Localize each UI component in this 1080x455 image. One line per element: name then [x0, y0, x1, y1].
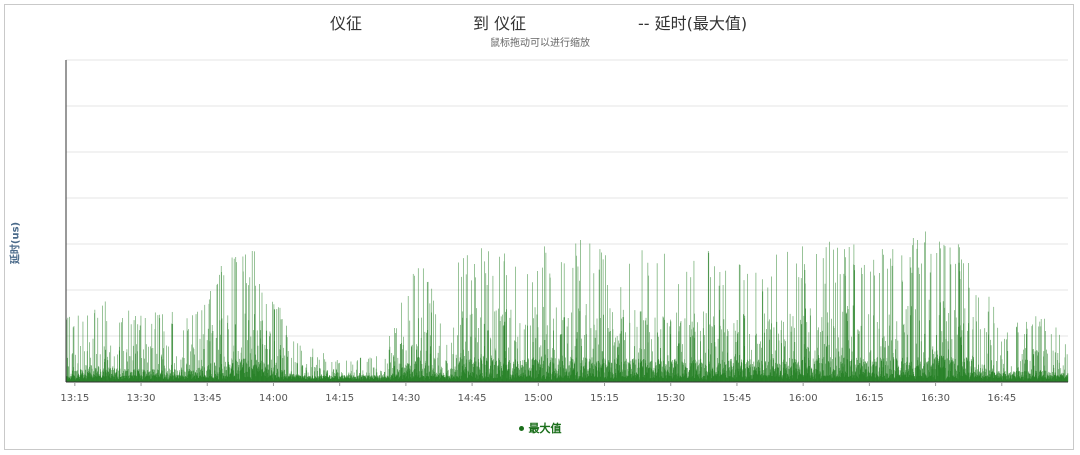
x-tick-label: 15:45: [723, 393, 752, 404]
x-tick-label: 15:15: [590, 393, 619, 404]
x-tick-label: 16:00: [789, 393, 818, 404]
legend[interactable]: 最大值: [0, 420, 1080, 436]
legend-marker-icon: [519, 426, 524, 431]
x-tick-label: 13:30: [127, 393, 156, 404]
x-tick-label: 13:15: [60, 393, 89, 404]
x-tick-label: 15:00: [524, 393, 553, 404]
series-bars: [66, 231, 1068, 382]
x-tick-label: 13:45: [193, 393, 222, 404]
x-tick-label: 14:30: [391, 393, 420, 404]
x-tick-label: 16:15: [855, 393, 884, 404]
x-ticks: 13:15 13:30 13:45 14:00 14:15 14:30 14:45 15:00…: [60, 382, 1016, 404]
x-tick-label: 14:45: [458, 393, 487, 404]
x-tick-label: 16:45: [987, 393, 1016, 404]
x-tick-label: 16:30: [921, 393, 950, 404]
x-tick-label: 14:00: [259, 393, 288, 404]
legend-label: 最大值: [529, 422, 562, 435]
x-tick-label: 14:15: [325, 393, 354, 404]
x-tick-label: 15:30: [656, 393, 685, 404]
